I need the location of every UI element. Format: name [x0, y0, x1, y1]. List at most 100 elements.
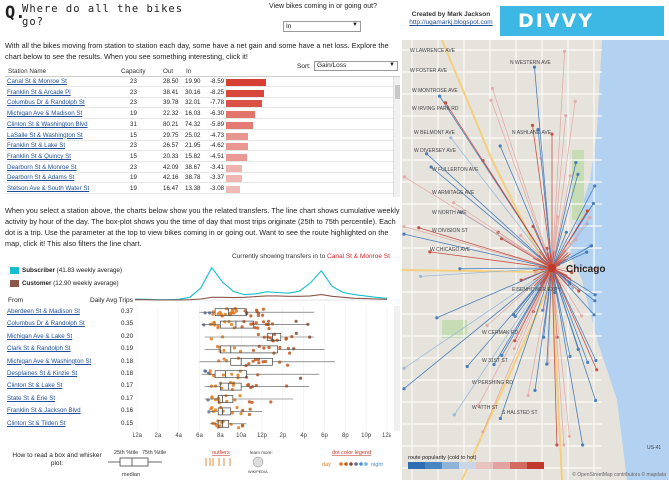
net-bar[interactable]: [226, 153, 247, 161]
out-cell: 29.75: [163, 131, 179, 139]
daily-avg-cell: 0.20: [121, 332, 134, 340]
legend-customer[interactable]: Customer (12.90 weekly average): [10, 280, 119, 287]
route-endpoint: [568, 354, 572, 358]
origin-station-link[interactable]: State St & Erie St: [7, 394, 56, 402]
origin-station-link[interactable]: Columbus Dr & Randolph St: [7, 320, 85, 328]
scroll-thumb[interactable]: [395, 85, 400, 99]
net-bar[interactable]: [226, 186, 241, 193]
table-row[interactable]: Clinton St & Washington Blvd 31 80.21 74.32…: [5, 120, 393, 130]
table-row[interactable]: Columbus Dr & Randolph St 23 39.78 32.01 -7.…: [5, 98, 393, 109]
net-bar[interactable]: [226, 121, 254, 129]
legend-subscriber[interactable]: Subscriber (41.83 weekly average): [10, 267, 122, 274]
origin-station-link[interactable]: Michigan Ave & Washington St: [7, 357, 92, 365]
station-link[interactable]: Michigan Ave & Madison St: [7, 110, 83, 118]
net-bar[interactable]: [226, 164, 242, 172]
sort-select[interactable]: Gain/Loss ▼: [314, 61, 398, 71]
list-item[interactable]: Clark St & Randolph St 0.19: [5, 343, 400, 354]
station-link[interactable]: Dearborn St & Monroe St: [7, 163, 77, 171]
boxplot-chart[interactable]: [133, 306, 391, 431]
origin-station-link[interactable]: Desplaines St & Kinzie St: [7, 370, 78, 377]
route-endpoint: [533, 270, 537, 274]
net-bar[interactable]: [226, 111, 256, 119]
direction-select[interactable]: In ▼: [283, 21, 361, 32]
hourly-line-chart[interactable]: [130, 262, 392, 302]
list-item[interactable]: Clinton St & Lake St 0.17: [5, 380, 400, 391]
how-to-read: How to read a box and whisker plot:: [12, 452, 102, 467]
net-bar[interactable]: [226, 100, 263, 108]
origin-station-link[interactable]: Franklin St & Jackson Blvd: [7, 407, 81, 415]
in-cell: 30.16: [185, 88, 201, 96]
header-capacity: Capacity: [121, 68, 146, 75]
table-row[interactable]: Canal St & Monroe St 23 28.50 19.90 -8.59: [5, 77, 393, 87]
route-endpoint: [532, 65, 537, 69]
map-canvas[interactable]: [402, 40, 669, 480]
trip-dot: [230, 322, 234, 327]
net-bar[interactable]: [226, 132, 249, 140]
trip-dot: [267, 326, 271, 331]
route-endpoint: [594, 398, 598, 403]
station-link[interactable]: Clinton St & Washington Blvd: [7, 120, 88, 128]
list-item[interactable]: Michigan Ave & Washington St 0.18: [5, 356, 400, 367]
boxplot-scrollbar[interactable]: [394, 306, 400, 431]
table-row[interactable]: Michigan Ave & Madison St 19 22.32 16.03 -6.…: [5, 109, 393, 120]
station-link[interactable]: Stetson Ave & South Water St: [7, 185, 90, 192]
route-map[interactable]: W LAWRENCE AVE W FOSTER AVE W MONTROSE AVE…: [402, 40, 669, 480]
origin-station-link[interactable]: Michigan Ave & Lake St: [7, 332, 73, 340]
trip-dot: [213, 384, 218, 388]
trip-dot: [230, 387, 234, 392]
list-item[interactable]: Columbus Dr & Randolph St 0.35: [5, 318, 400, 329]
table-row[interactable]: Dearborn St & Adams St 19 42.16 38.78 -3.37: [5, 173, 393, 184]
axis-tick-label: 2a: [154, 433, 161, 439]
table-row[interactable]: Stetson Ave & South Water St 19 16.47 13.38…: [5, 184, 393, 194]
route-endpoint: [533, 388, 537, 392]
net-bar[interactable]: [226, 79, 266, 86]
origin-station-link[interactable]: Clinton St & Tilden St: [7, 419, 66, 427]
axis-tick-label: 6p: [321, 433, 328, 439]
station-link[interactable]: Canal St & Monroe St: [7, 78, 67, 85]
station-link[interactable]: Dearborn St & Adams St: [7, 174, 75, 182]
station-link[interactable]: Columbus Dr & Randolph St: [7, 99, 85, 107]
list-item[interactable]: Franklin St & Jackson Blvd 0.16: [5, 405, 400, 416]
station-table-body: Canal St & Monroe St 23 28.50 19.90 -8.59 Fra…: [5, 76, 400, 254]
capacity-cell: 19: [130, 110, 137, 118]
table-row[interactable]: Franklin St & Arcade Pl 23 38.41 30.16 -8.25: [5, 88, 393, 98]
credit-link[interactable]: http://ugamarkj.blogspot.com: [409, 19, 493, 26]
list-item[interactable]: Desplaines St & Kinzie St 0.18: [5, 368, 400, 379]
trip-dot: [216, 419, 220, 423]
station-link[interactable]: Franklin St & Arcade Pl: [7, 88, 71, 96]
table-scrollbar[interactable]: [393, 77, 400, 197]
wikipedia-link[interactable]: learn more: WIKIPEDIA: [248, 450, 273, 474]
route-line: [534, 67, 553, 269]
out-cell: 16.47: [163, 185, 179, 192]
trip-dot: [256, 357, 260, 362]
origin-station-link[interactable]: Clark St & Randolph St: [7, 345, 71, 353]
capacity-cell: 23: [130, 163, 137, 171]
capacity-cell: 23: [130, 88, 137, 96]
station-link[interactable]: LaSalle St & Washington St: [7, 131, 83, 139]
route-line: [551, 267, 582, 317]
trip-dot: [235, 309, 239, 313]
route-line: [436, 267, 553, 319]
list-item[interactable]: State St & Erie St 0.17: [5, 393, 400, 404]
net-bar[interactable]: [226, 175, 242, 183]
list-item[interactable]: Clinton St & Tilden St 0.15: [5, 418, 400, 429]
net-bar[interactable]: [226, 143, 248, 151]
route-endpoint: [574, 161, 578, 165]
station-link[interactable]: Franklin St & Quincy St: [7, 152, 71, 160]
route-endpoint: [513, 314, 517, 318]
table-row[interactable]: Dearborn St & Monroe St 23 42.09 38.67 -3.41: [5, 163, 393, 173]
table-row[interactable]: LaSalle St & Washington St 15 29.75 25.02 -4…: [5, 131, 393, 141]
parameter-label: View bikes coming in or going out?: [268, 3, 378, 10]
legend-swatch: [493, 462, 510, 469]
net-bar[interactable]: [226, 89, 265, 97]
station-link[interactable]: Franklin St & Lake St: [7, 142, 66, 150]
table-row[interactable]: Franklin St & Quincy St 15 20.33 15.82 -4.51: [5, 152, 393, 162]
origin-station-link[interactable]: Aberdeen St & Madison St: [7, 308, 80, 315]
table-row[interactable]: Franklin St & Lake St 23 26.57 21.95 -4.62: [5, 141, 393, 152]
list-item[interactable]: Michigan Ave & Lake St 0.20: [5, 331, 400, 342]
origin-station-link[interactable]: Clinton St & Lake St: [7, 382, 63, 390]
daily-avg-cell: 0.17: [121, 394, 134, 402]
route-line: [551, 115, 567, 269]
trip-dot: [238, 394, 242, 398]
list-item[interactable]: Aberdeen St & Madison St 0.37: [5, 306, 400, 317]
